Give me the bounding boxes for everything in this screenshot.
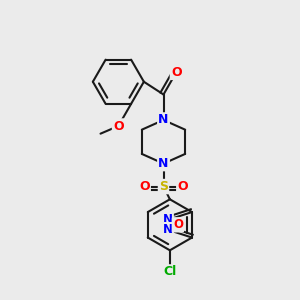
- Text: O: O: [171, 66, 181, 79]
- Text: O: O: [113, 119, 124, 133]
- Text: N: N: [163, 223, 173, 236]
- Text: N: N: [158, 157, 169, 170]
- Text: N: N: [158, 113, 169, 127]
- Text: S: S: [159, 180, 168, 193]
- Text: O: O: [139, 180, 150, 193]
- Text: Cl: Cl: [163, 266, 176, 278]
- Text: O: O: [173, 218, 183, 231]
- Text: N: N: [163, 213, 173, 226]
- Text: O: O: [177, 180, 188, 193]
